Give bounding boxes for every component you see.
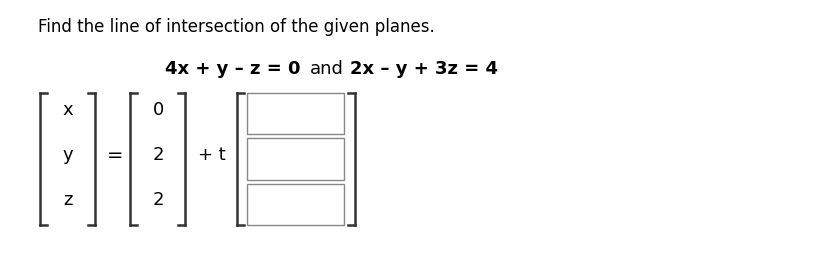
Text: =: = [107,146,123,164]
Text: y: y [63,146,73,164]
Text: z: z [64,191,73,209]
Text: and: and [310,60,344,78]
Text: x: x [63,101,73,119]
Bar [247,93,344,134]
Text: Find the line of intersection of the given planes.: Find the line of intersection of the giv… [38,18,434,36]
Text: 2x – y + 3z = 4: 2x – y + 3z = 4 [350,60,498,78]
Bar [247,138,344,180]
Text: 4x + y – z = 0: 4x + y – z = 0 [165,60,301,78]
Text: + t: + t [198,146,226,164]
Bar [247,184,344,225]
Text: 2: 2 [152,146,164,164]
Text: 2: 2 [152,191,164,209]
Text: 0: 0 [152,101,164,119]
